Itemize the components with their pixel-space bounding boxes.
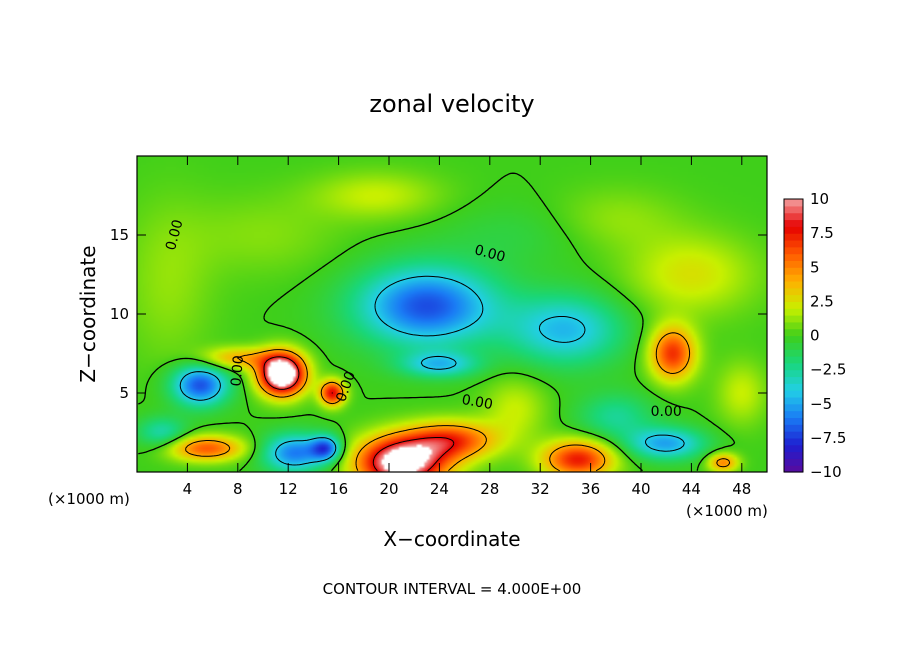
x-tick-label: 12: [279, 480, 298, 498]
colorbar-tick-label: 10: [810, 190, 829, 208]
chart-title: zonal velocity: [369, 90, 534, 118]
colorbar-cell: [784, 376, 803, 384]
colorbar-cell: [784, 294, 803, 302]
colorbar-cell: [784, 362, 803, 371]
contour-interval-footer: CONTOUR INTERVAL = 4.000E+00: [323, 580, 582, 598]
colorbar-cell: [784, 410, 803, 418]
x-tick-label: 20: [379, 480, 398, 498]
contour-label: 0.00: [163, 218, 187, 252]
colorbar-cell: [784, 465, 803, 473]
contour-label: 0.00: [651, 404, 682, 420]
colorbar-tick-label: −2.5: [810, 361, 846, 379]
x-tick-label: 32: [531, 480, 550, 498]
y-tick-label: 10: [110, 305, 129, 323]
colorbar-cell: [784, 219, 803, 227]
colorbar-cell: [784, 253, 803, 262]
colorbar-cell: [784, 349, 803, 357]
colorbar-cell: [784, 390, 803, 398]
x-unit-label-left: (×1000 m): [48, 490, 130, 508]
colorbar-tick-label: 2.5: [810, 292, 834, 310]
x-tick-label: 44: [682, 480, 701, 498]
y-axis-ticks: 5 10 15: [110, 226, 767, 402]
x-tick-label: 28: [480, 480, 499, 498]
colorbar-cell: [784, 396, 803, 405]
x-tick-label: 48: [732, 480, 751, 498]
colorbar-cell: [784, 199, 803, 207]
contour-line-level: [179, 275, 685, 466]
x-axis-label: X−coordinate: [383, 527, 520, 551]
contour-label: 0.00: [228, 355, 247, 387]
colorbar-cell: [784, 335, 803, 343]
colorbar-cell: [784, 342, 803, 350]
colorbar-tick-label: 7.5: [810, 224, 834, 242]
colorbar-cell: [784, 205, 803, 214]
contour-labels: 0.000.000.00 0.00 0.00 0.00: [163, 218, 682, 420]
colorbar-cell: [784, 280, 803, 289]
plot-area: 0.000.000.00 0.00 0.00 0.00 4 8 12 16 20 24 28 32 3…: [110, 155, 768, 498]
colorbar-cell: [784, 315, 803, 323]
colorbar-cell: [784, 444, 803, 453]
colorbar-cell: [784, 458, 803, 466]
colorbar-cell: [784, 451, 803, 459]
colorbar-tick-label: 0: [810, 327, 820, 345]
colorbar-cell: [784, 403, 803, 412]
colorbar-cells: [784, 199, 803, 473]
y-axis-label: Z−coordinate: [76, 245, 100, 382]
colorbar-cell: [784, 308, 803, 316]
x-unit-label-right: (×1000 m): [686, 502, 768, 520]
colorbar-cell: [784, 417, 803, 425]
x-axis-ticks: 4 8 12 16 20 24 28 32 36 40 44 48: [183, 156, 751, 498]
colorbar-tick-label: −5: [810, 395, 832, 413]
colorbar-cell: [784, 287, 803, 296]
colorbar-frame: [783, 198, 804, 473]
colorbar-tick-label: −10: [810, 463, 842, 481]
colorbar-tick-label: −7.5: [810, 429, 846, 447]
colorbar-cell: [784, 233, 803, 241]
contour-lines: [138, 172, 736, 472]
colorbar-ticks: 10 7.5 5 2.5 0 −2.5 −5 −7.5 −10: [810, 190, 846, 481]
colorbar: 10 7.5 5 2.5 0 −2.5 −5 −7.5 −10: [783, 190, 846, 481]
colorbar-cell: [784, 431, 803, 439]
colorbar-cell: [784, 301, 803, 309]
x-tick-label: 36: [581, 480, 600, 498]
x-tick-label: 40: [631, 480, 650, 498]
colorbar-cell: [784, 321, 803, 330]
contour-label: 0.00: [460, 392, 493, 413]
colorbar-cell: [784, 355, 803, 364]
contour-line-level: [138, 172, 736, 472]
colorbar-cell: [784, 437, 803, 446]
colorbar-cell: [784, 383, 803, 391]
x-tick-label: 16: [329, 480, 348, 498]
velocity-field-image: [137, 156, 767, 472]
y-tick-label: 15: [110, 226, 129, 244]
x-tick-label: 24: [430, 480, 449, 498]
colorbar-cell: [784, 274, 803, 282]
colorbar-cell: [784, 369, 803, 378]
colorbar-cell: [784, 226, 803, 234]
colorbar-cell: [784, 260, 803, 268]
colorbar-cell: [784, 246, 803, 255]
x-tick-label: 4: [183, 480, 193, 498]
contour-line-level: [185, 332, 731, 472]
colorbar-tick-label: 5: [810, 258, 820, 276]
colorbar-cell: [784, 267, 803, 275]
contour-line-level: [263, 356, 455, 472]
colorbar-cell: [784, 424, 803, 432]
y-tick-label: 5: [119, 384, 129, 402]
x-tick-label: 8: [233, 480, 243, 498]
colorbar-cell: [784, 239, 803, 248]
contour-label: 0.00: [473, 242, 507, 266]
colorbar-cell: [784, 328, 803, 337]
colorbar-cell: [784, 212, 803, 221]
